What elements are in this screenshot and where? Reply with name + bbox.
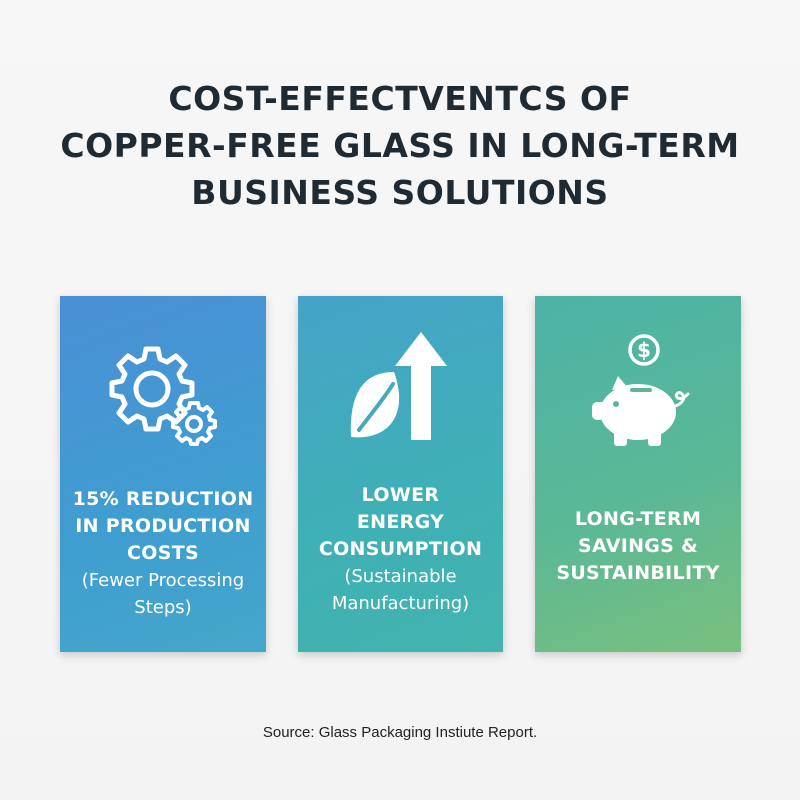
card-1-light-1: (Fewer Processing bbox=[81, 570, 245, 591]
title-line-2: COPPER-FREE GLASS IN LONG-TERM bbox=[60, 126, 740, 165]
card-1-text: 15% REDUCTION IN PRODUCTION COSTS (Fewer… bbox=[60, 486, 266, 621]
card-2-light-2: Manufacturing) bbox=[331, 593, 470, 614]
card-2-bold-2: ENERGY bbox=[356, 511, 445, 533]
card-3-bold-2: SAVINGS & bbox=[578, 535, 698, 557]
source-citation: Source: Glass Packaging Instiute Report. bbox=[262, 724, 538, 741]
card-2-light-1: (Sustainable bbox=[344, 566, 457, 587]
title-line-1: COST-EFFECTVENTCS OF bbox=[168, 79, 632, 118]
card-2-text: LOWER ENERGY CONSUMPTION (Sustainable Ma… bbox=[298, 482, 503, 617]
card-2-bold-3: CONSUMPTION bbox=[318, 538, 483, 560]
card-1-bold-3: COSTS bbox=[127, 542, 199, 564]
card-3-bold-3: SUSTAINBILITY bbox=[556, 562, 720, 584]
card-1-light-2: Steps) bbox=[134, 597, 192, 618]
card-3-text: LONG-TERM SAVINGS & SUSTAINBILITY bbox=[535, 506, 741, 587]
card-long-term-savings: $ LONG-TERM SAVINGS & SUSTAINB bbox=[535, 296, 741, 652]
card-3-bold-1: LONG-TERM bbox=[574, 508, 702, 530]
piggy-bank-dollar-icon: $ bbox=[535, 332, 741, 450]
card-1-bold-1: 15% REDUCTION bbox=[72, 488, 254, 510]
svg-text:$: $ bbox=[637, 338, 651, 362]
card-1-bold-2: IN PRODUCTION bbox=[75, 515, 251, 537]
page-title: COST-EFFECTVENTCS OF COPPER-FREE GLASS I… bbox=[0, 75, 800, 216]
card-production-costs: 15% REDUCTION IN PRODUCTION COSTS (Fewer… bbox=[60, 296, 266, 652]
card-2-bold-1: LOWER bbox=[361, 484, 440, 506]
title-line-3: BUSINESS SOLUTIONS bbox=[191, 173, 609, 212]
gears-icon bbox=[60, 342, 266, 452]
card-energy-consumption: LOWER ENERGY CONSUMPTION (Sustainable Ma… bbox=[298, 296, 503, 652]
leaf-arrow-up-icon bbox=[298, 332, 503, 448]
